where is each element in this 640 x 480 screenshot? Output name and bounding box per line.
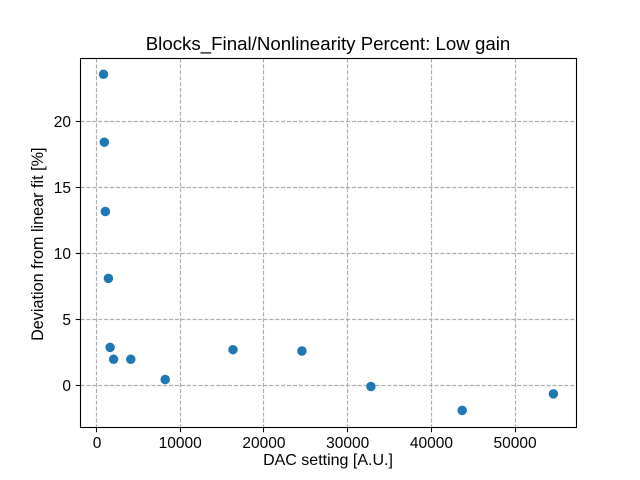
svg-text:DAC setting [A.U.]: DAC setting [A.U.] [263,452,393,469]
svg-text:20: 20 [54,114,72,131]
svg-text:10: 10 [54,246,72,263]
svg-text:0: 0 [62,378,71,395]
svg-text:15: 15 [54,180,71,197]
svg-text:Deviation from linear fit [%]: Deviation from linear fit [%] [29,147,47,340]
svg-text:10000: 10000 [159,435,202,452]
svg-text:40000: 40000 [410,435,453,452]
svg-text:5: 5 [62,312,71,329]
svg-text:Blocks_Final/Nonlinearity Perc: Blocks_Final/Nonlinearity Percent: Low g… [146,33,511,55]
svg-text:50000: 50000 [494,435,537,452]
svg-text:20000: 20000 [242,435,285,452]
svg-text:30000: 30000 [326,435,369,452]
svg-text:0: 0 [93,435,102,452]
